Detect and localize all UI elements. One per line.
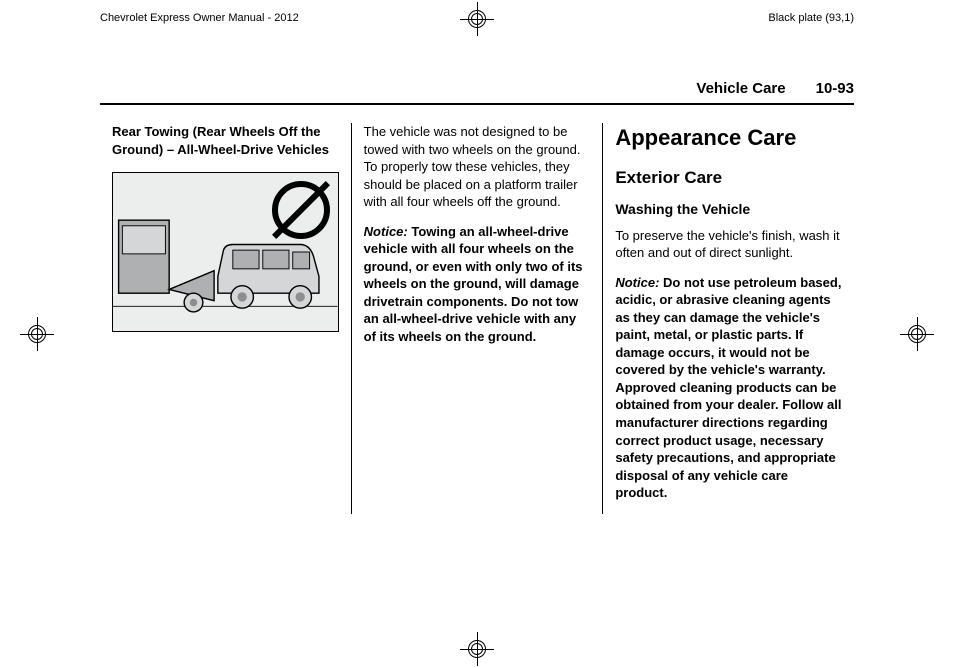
crop-mark-top [460, 2, 494, 36]
col1-heading: Rear Towing (Rear Wheels Off the Ground)… [112, 123, 339, 158]
crop-mark-left [20, 317, 54, 351]
exterior-care-heading: Exterior Care [615, 167, 842, 190]
header-right: Black plate (93,1) [768, 12, 854, 24]
notice-label: Notice: [364, 224, 408, 239]
col3-para1: To preserve the vehicle's finish, wash i… [615, 227, 842, 262]
col2-notice-text: Towing an all-wheel-drive vehicle with a… [364, 224, 583, 344]
col2-notice: Notice: Towing an all-wheel-drive vehicl… [364, 223, 591, 346]
header-left: Chevrolet Express Owner Manual - 2012 [100, 12, 299, 24]
running-head: Vehicle Care 10-93 [100, 80, 854, 105]
col3-notice-text: Do not use petroleum based, acidic, or a… [615, 275, 841, 501]
section-title: Vehicle Care [696, 80, 785, 97]
col2-para1: The vehicle was not designed to be towed… [364, 123, 591, 211]
crop-mark-bottom [460, 632, 494, 666]
crop-mark-right [900, 317, 934, 351]
notice-label-2: Notice: [615, 275, 659, 290]
page-number: 10-93 [816, 80, 854, 97]
column-3: Appearance Care Exterior Care Washing th… [602, 123, 854, 514]
column-1: Rear Towing (Rear Wheels Off the Ground)… [100, 123, 351, 514]
column-2: The vehicle was not designed to be towed… [351, 123, 603, 514]
page-content: Vehicle Care 10-93 Rear Towing (Rear Whe… [100, 80, 854, 608]
towing-illustration [112, 172, 339, 332]
washing-heading: Washing the Vehicle [615, 200, 842, 219]
col3-notice: Notice: Do not use petroleum based, acid… [615, 274, 842, 502]
text-columns: Rear Towing (Rear Wheels Off the Ground)… [100, 123, 854, 514]
appearance-care-heading: Appearance Care [615, 123, 842, 153]
